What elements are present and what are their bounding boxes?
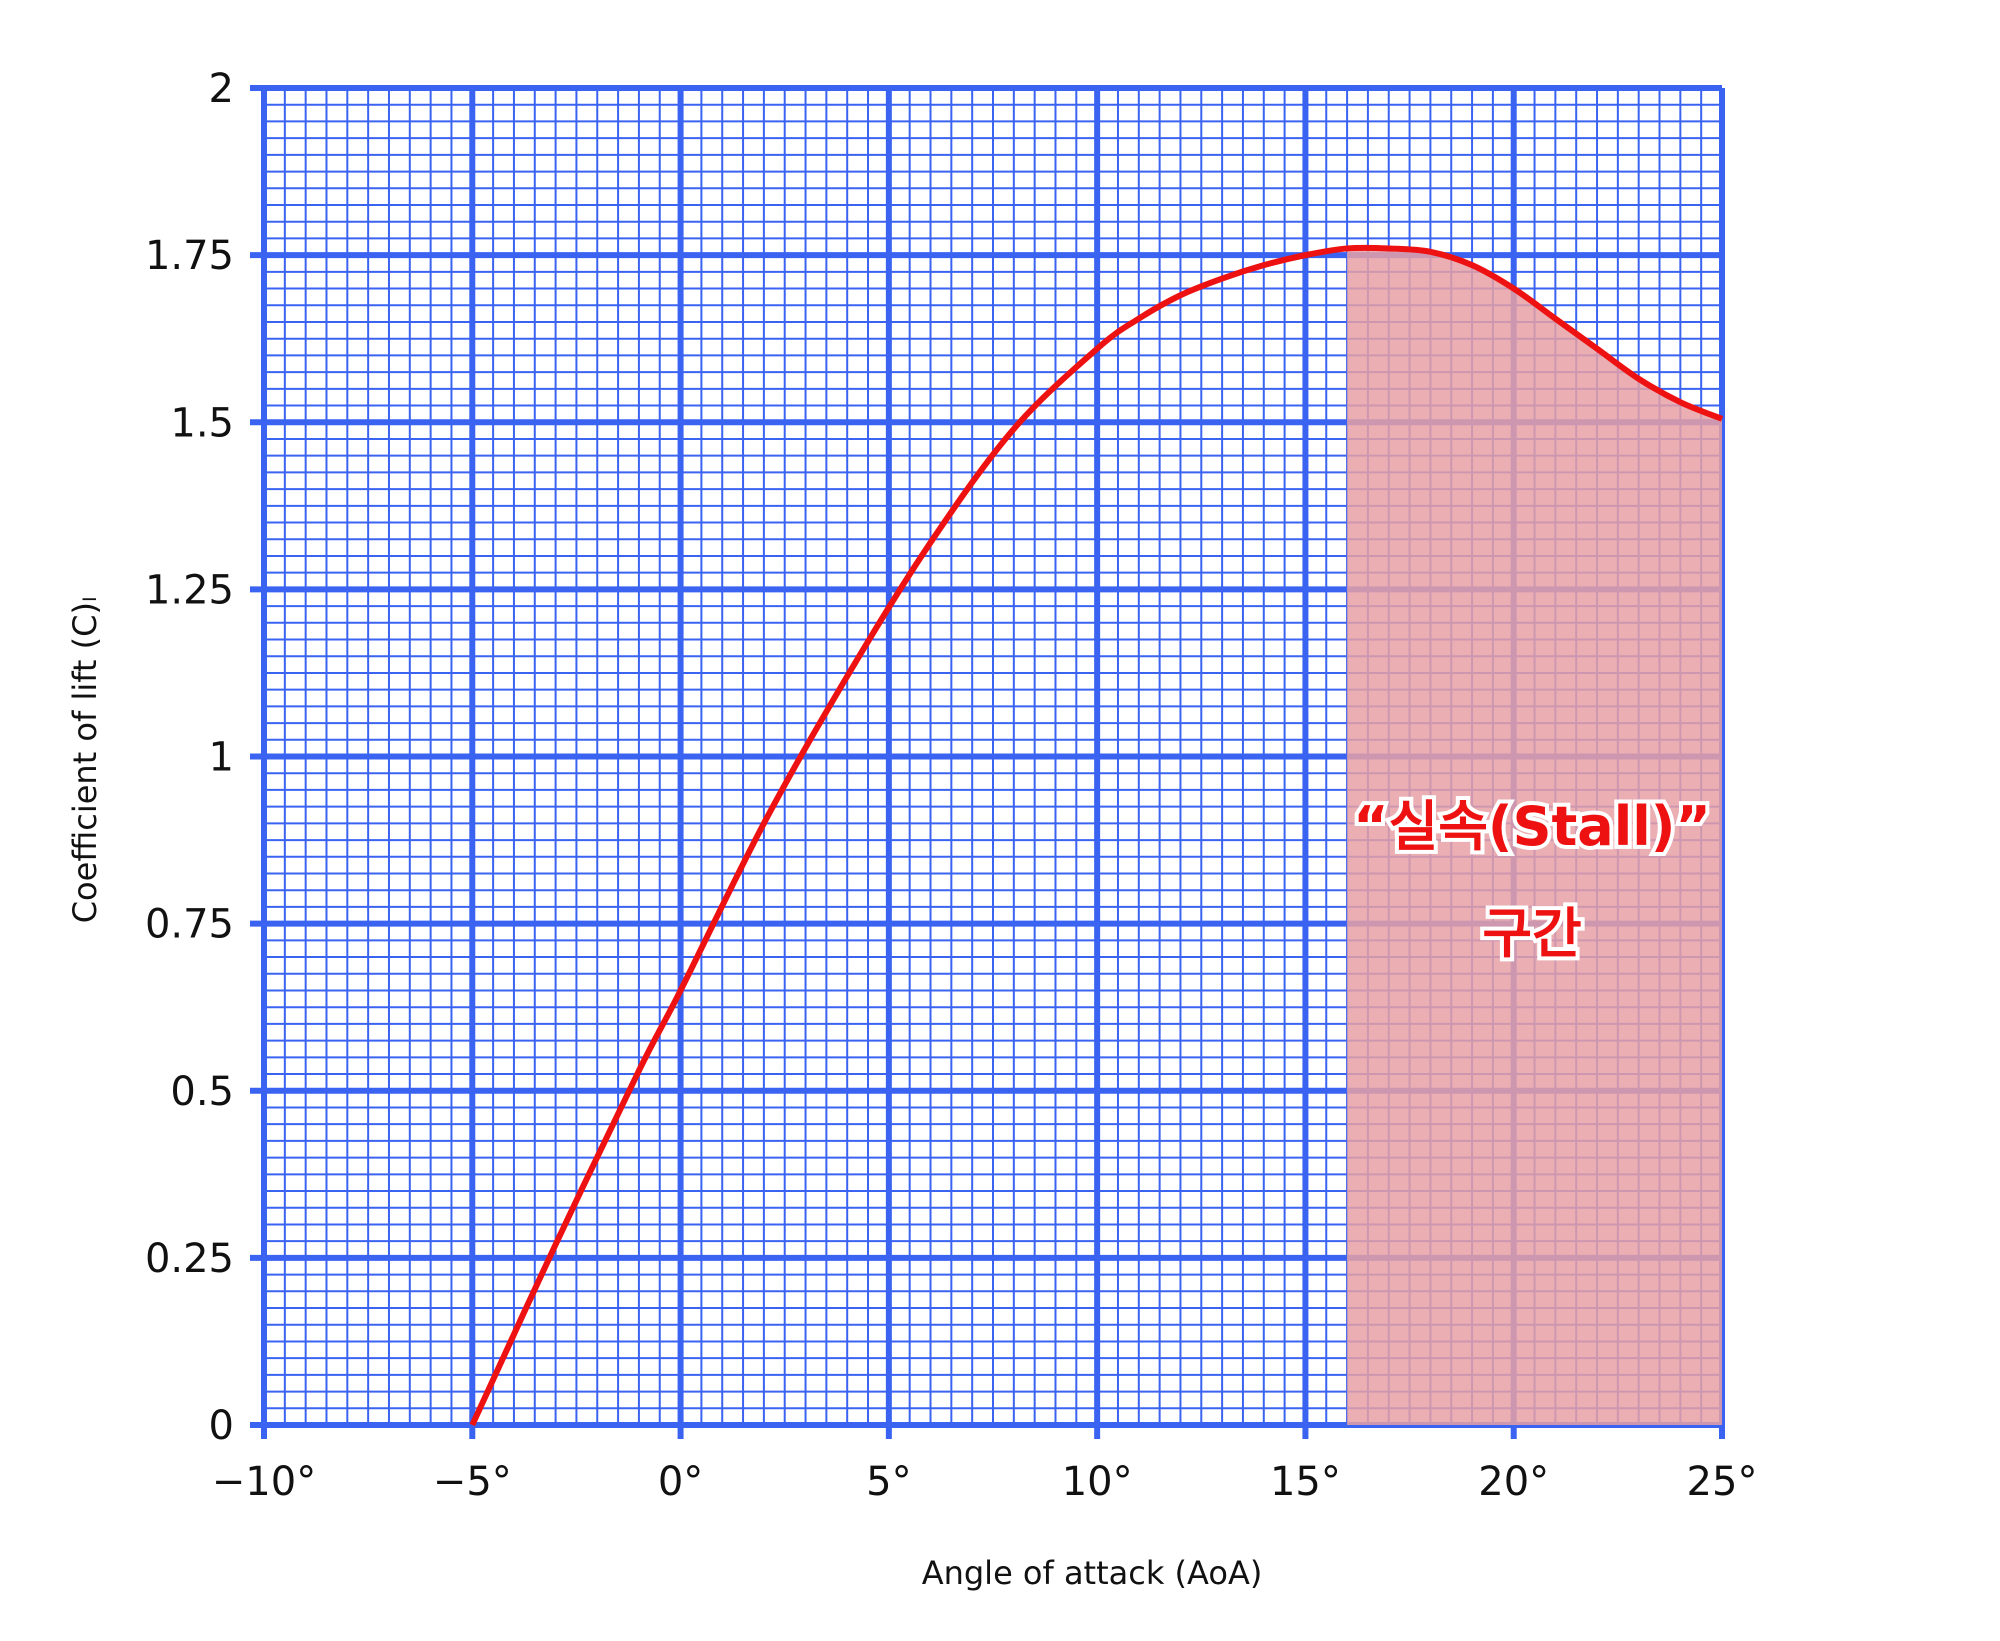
- stall-label-line1: “실속(Stall)”: [1353, 795, 1711, 858]
- y-tick-label: 1.25: [145, 567, 234, 613]
- y-axis-title: Coefficient of lift (C)ₗ: [66, 597, 104, 924]
- y-tick-label: 1: [209, 735, 234, 781]
- lift-curve-layer: [469, 244, 1724, 1427]
- x-axis-title: Angle of attack (AoA): [922, 1554, 1263, 1592]
- y-tick-label: 0.25: [145, 1236, 234, 1282]
- x-tick-label: 25°: [1687, 1459, 1758, 1505]
- x-tick-label: 20°: [1478, 1459, 1549, 1505]
- y-axis-ticks: 0 0.25 0.5 0.75 1 1.25 1.5 1.75 2: [145, 66, 234, 1449]
- y-tick-label: 0: [209, 1403, 234, 1449]
- stall-region: [1347, 248, 1722, 1426]
- stall-region-fill: [1347, 248, 1722, 1426]
- y-tick-label: 1.75: [145, 233, 234, 279]
- x-tick-label: 15°: [1270, 1459, 1341, 1505]
- y-tick-label: 1.5: [170, 400, 234, 446]
- x-tick-label: 5°: [866, 1459, 911, 1505]
- x-tick-label: 10°: [1062, 1459, 1133, 1505]
- y-tick-label: 0.75: [145, 902, 234, 948]
- y-tick-label: 2: [209, 66, 234, 112]
- x-axis-ticks: −10° −5° 0° 5° 10° 15° 20° 25°: [212, 1459, 1758, 1505]
- x-tick-label: −10°: [212, 1459, 316, 1505]
- major-grid: [250, 85, 1725, 1439]
- x-tick-label: 0°: [658, 1459, 703, 1505]
- x-tick-label: −5°: [433, 1459, 512, 1505]
- stall-label-line2: 구간: [1482, 902, 1581, 965]
- y-tick-label: 0.5: [170, 1069, 234, 1115]
- lift-curve: [469, 244, 1724, 1427]
